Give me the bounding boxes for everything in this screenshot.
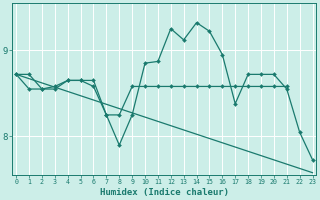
X-axis label: Humidex (Indice chaleur): Humidex (Indice chaleur)	[100, 188, 229, 197]
